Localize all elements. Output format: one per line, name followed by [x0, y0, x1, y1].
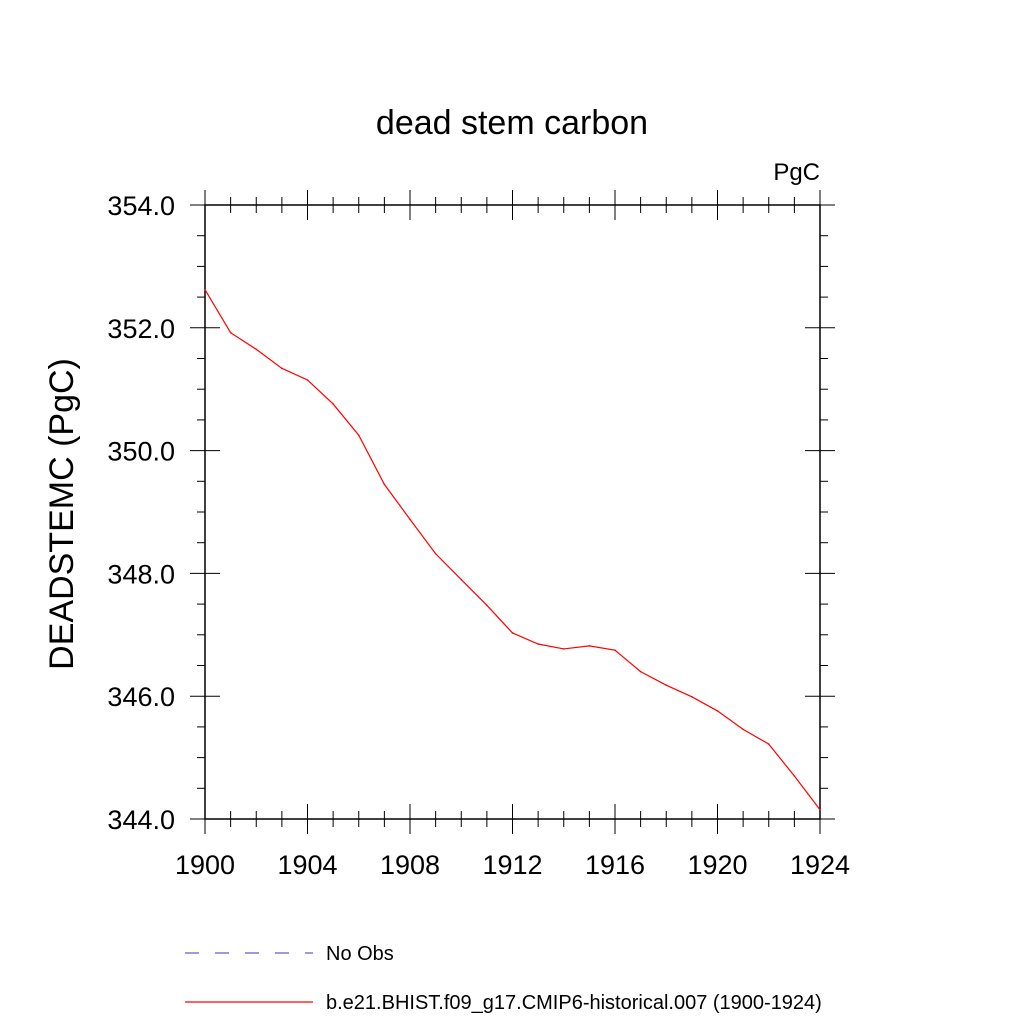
- series-point: [588, 645, 591, 647]
- series-point: [255, 348, 258, 351]
- x-tick-label: 1920: [687, 850, 747, 880]
- series-point: [511, 632, 514, 634]
- series-point: [486, 604, 488, 607]
- series-point: [716, 710, 719, 712]
- y-tick-label: 344.0: [107, 805, 175, 835]
- legend-label-model: b.e21.BHIST.f09_g17.CMIP6-historical.007…: [326, 992, 822, 1014]
- y-tick-label: 348.0: [107, 559, 175, 589]
- y-tick-label: 346.0: [107, 682, 175, 712]
- series-point: [204, 288, 206, 291]
- series-point: [460, 578, 463, 581]
- y-tick-label: 350.0: [107, 437, 175, 467]
- series-line: [204, 289, 821, 811]
- series-point: [793, 775, 796, 777]
- series-point: [281, 367, 283, 370]
- series-point: [614, 649, 616, 651]
- series-point: [665, 684, 668, 686]
- series-point: [383, 483, 386, 486]
- plot-frame: [204, 204, 821, 820]
- series-point: [229, 331, 232, 334]
- series-point: [639, 670, 642, 673]
- series-point: [691, 696, 693, 698]
- series-point: [767, 743, 770, 745]
- series-point: [409, 518, 411, 521]
- x-tick-label: 1912: [482, 850, 542, 880]
- axis-ticks: [190, 190, 835, 834]
- x-tick-label: 1904: [277, 850, 337, 880]
- axis-tick-labels: 1900 1904 1908 1912 1916 1920 1924 344.0 346.0 34…: [107, 191, 850, 880]
- series-point: [742, 728, 744, 731]
- series-point: [306, 379, 309, 381]
- series-point: [537, 643, 539, 645]
- legend-label-no-obs: No Obs: [326, 943, 394, 965]
- x-tick-label: 1900: [175, 850, 235, 880]
- series-layer: [204, 288, 821, 811]
- y-tick-label: 352.0: [107, 314, 175, 344]
- y-axis-label: DEADSTEMC (PgC): [43, 358, 81, 670]
- series-point: [357, 434, 360, 437]
- y-tick-label: 354.0: [107, 191, 175, 221]
- series-point: [819, 808, 821, 811]
- x-tick-label: 1908: [380, 850, 440, 880]
- chart-title: dead stem carbon: [376, 104, 648, 142]
- series-point: [434, 552, 437, 555]
- series-point: [562, 648, 565, 650]
- legend: No Obs b.e21.BHIST.f09_g17.CMIP6-histori…: [185, 943, 822, 1014]
- series-point: [332, 403, 334, 405]
- x-tick-label: 1924: [790, 850, 850, 880]
- units-label: PgC: [773, 159, 820, 186]
- x-tick-label: 1916: [585, 850, 645, 880]
